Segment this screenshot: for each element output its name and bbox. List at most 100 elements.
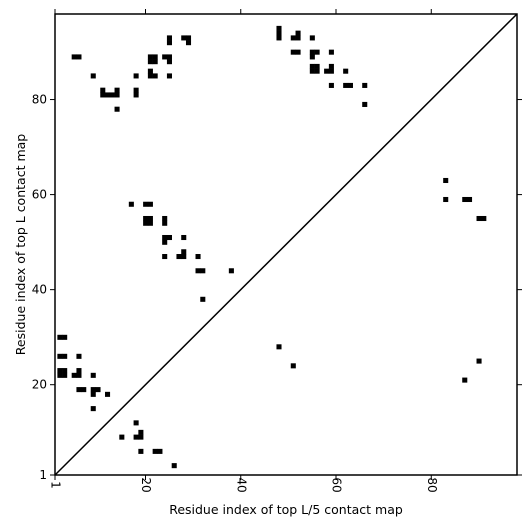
contact-point-top-l <box>362 101 368 107</box>
contact-point-top-l <box>147 220 153 226</box>
y-tick-label: 40 <box>32 283 47 297</box>
contact-point-top-l <box>166 35 172 41</box>
contact-point-top-l5 <box>105 391 111 397</box>
y-axis-title: Residue index of top L contact map <box>13 134 28 355</box>
contact-point-top-l <box>290 49 296 55</box>
contact-point-top-l5 <box>90 372 96 378</box>
contact-point-top-l5 <box>71 372 77 378</box>
contact-point-top-l <box>309 68 315 74</box>
contact-point-top-l5 <box>90 406 96 412</box>
contact-point-top-l5 <box>57 368 63 374</box>
contact-point-top-l5 <box>95 387 101 393</box>
contact-point-top-l5 <box>276 344 282 350</box>
contact-point-top-l5 <box>62 334 68 340</box>
contact-point-top-l <box>162 239 168 245</box>
contact-point-top-l5 <box>462 377 468 383</box>
contact-point-top-l <box>276 35 282 41</box>
contact-point-top-l <box>314 63 320 69</box>
contact-point-top-l5 <box>481 215 487 222</box>
contact-point-top-l <box>309 63 315 69</box>
contact-point-top-l <box>309 35 315 41</box>
contact-point-top-l5 <box>157 448 163 454</box>
x-tick-label: 1 <box>49 481 63 489</box>
contact-point-top-l <box>362 82 368 88</box>
contact-point-top-l <box>133 73 139 79</box>
contact-point-top-l5 <box>138 429 144 435</box>
contact-point-top-l <box>195 268 201 274</box>
contact-point-top-l <box>76 54 82 60</box>
contact-point-top-l5 <box>90 387 96 393</box>
contact-point-top-l5 <box>171 463 177 469</box>
contact-point-top-l <box>176 254 182 260</box>
contact-point-top-l <box>133 87 139 93</box>
contact-point-top-l <box>143 215 149 222</box>
ticks-layer: 1 20 40 60 80 1 20 40 60 80 <box>32 9 522 493</box>
x-tick-label: 60 <box>330 477 344 492</box>
contact-point-top-l5 <box>290 363 296 369</box>
contact-point-top-l5 <box>81 387 87 393</box>
contact-point-top-l5 <box>76 387 82 393</box>
contact-point-top-l <box>185 35 192 41</box>
contact-point-top-l <box>147 59 153 65</box>
contact-point-top-l5 <box>466 196 473 203</box>
contact-point-top-l5 <box>76 372 82 378</box>
contact-point-top-l <box>324 68 330 74</box>
contact-point-top-l5 <box>62 353 68 359</box>
contact-point-top-l <box>166 54 172 60</box>
contact-point-top-l <box>314 49 320 55</box>
contact-point-top-l <box>309 54 315 60</box>
contact-point-top-l <box>90 73 96 79</box>
contact-point-top-l <box>343 82 349 88</box>
contact-point-top-l5 <box>76 368 82 374</box>
y-tick-label: 1 <box>39 468 47 482</box>
contact-point-top-l <box>228 268 234 274</box>
contact-point-top-l <box>185 40 192 46</box>
contact-point-top-l <box>143 220 149 226</box>
contact-point-top-l5 <box>57 334 63 340</box>
contact-point-top-l <box>328 82 334 88</box>
y-tick-label: 80 <box>32 93 47 107</box>
contact-point-top-l <box>166 59 172 65</box>
contact-point-top-l <box>181 254 187 260</box>
contact-point-top-l <box>147 201 153 207</box>
contact-point-top-l <box>166 40 172 46</box>
y-tick-label: 60 <box>32 188 47 202</box>
contact-point-top-l <box>295 35 301 41</box>
contact-point-top-l5 <box>462 196 468 203</box>
contact-point-top-l <box>181 234 187 241</box>
contact-point-top-l <box>162 220 168 226</box>
contact-point-top-l <box>166 73 172 79</box>
contact-point-top-l5 <box>62 372 68 378</box>
contact-point-top-l <box>152 73 158 79</box>
contact-point-top-l <box>100 92 106 98</box>
contact-point-top-l <box>100 87 106 93</box>
contact-point-top-l <box>143 201 149 207</box>
contact-point-top-l <box>295 30 301 36</box>
contact-point-top-l <box>162 254 168 260</box>
contact-point-top-l <box>105 92 111 98</box>
contact-point-top-l <box>200 268 206 274</box>
contact-point-top-l <box>314 68 320 74</box>
contact-point-top-l <box>152 59 158 65</box>
contact-point-top-l5 <box>57 353 63 359</box>
contact-point-top-l <box>147 68 153 74</box>
contact-point-top-l <box>290 35 296 41</box>
contact-point-top-l <box>133 92 139 98</box>
contact-point-top-l <box>328 68 334 74</box>
contact-point-top-l5 <box>90 391 96 397</box>
y-tick-label: 20 <box>32 378 47 392</box>
contact-point-top-l5 <box>476 215 482 222</box>
contact-point-top-l5 <box>76 353 82 359</box>
contact-point-top-l <box>295 49 301 55</box>
contact-point-top-l5 <box>119 434 125 440</box>
contact-point-top-l5 <box>62 368 68 374</box>
contact-point-top-l <box>114 87 120 93</box>
x-axis-title: Residue index of top L/5 contact map <box>169 502 403 517</box>
contact-point-top-l <box>109 92 115 98</box>
contact-point-top-l5 <box>138 434 144 440</box>
x-tick-label: 40 <box>234 477 248 492</box>
contact-point-top-l <box>114 92 120 98</box>
contact-point-top-l <box>128 201 134 207</box>
x-tick-label: 80 <box>425 477 439 492</box>
